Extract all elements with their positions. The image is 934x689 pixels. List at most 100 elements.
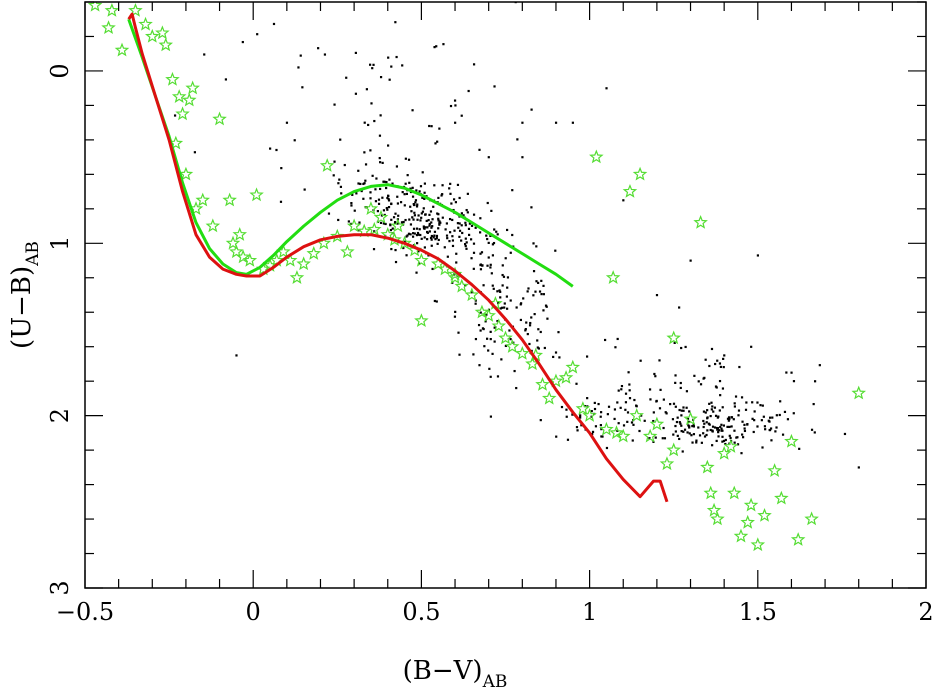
scatter-point [655,400,658,403]
scatter-point [378,134,382,137]
scatter-point [689,259,692,262]
scatter-point [420,212,423,215]
scatter-point [743,423,746,426]
scatter-point [430,221,433,224]
scatter-point [492,241,496,245]
scatter-point [624,401,628,404]
star-marker [87,2,103,12]
scatter-point [455,252,458,255]
scatter-point [354,92,358,95]
scatter-point [491,284,494,287]
scatter-point [743,429,747,433]
scatter-point [405,254,408,257]
scatter-point [458,196,461,200]
scatter-point [392,216,396,219]
scatter-point [437,238,440,242]
scatter-point [721,440,724,443]
scatter-point [464,237,467,240]
scatter-point [416,203,419,206]
star-marker [235,249,251,264]
star-marker [498,330,513,345]
star-marker [767,463,782,477]
scatter-point [487,349,490,352]
scatter-point [633,398,636,402]
scatter-point [818,364,821,367]
scatter-point [415,271,418,274]
scatter-point [485,234,488,237]
scatter-point [680,409,683,412]
scatter-point [493,228,496,231]
scatter-point [744,408,748,411]
scatter-point [628,383,631,386]
scatter-point [717,431,720,434]
scatter-point [362,182,365,186]
scatter-point [391,227,394,230]
scatter-point [448,239,451,243]
scatter-point [385,186,388,190]
scatter-point [601,435,604,438]
scatter-point [338,178,341,181]
star-marker [609,425,624,440]
scatter-point [460,114,463,117]
scatter-point [662,426,665,430]
scatter-point [600,428,603,431]
star-marker [175,106,190,121]
scatter-point [664,411,667,414]
scatter-point [716,416,719,419]
scatter-point [719,394,722,397]
star-marker [740,514,755,529]
scatter-point [378,156,381,160]
scatter-point [638,429,641,433]
scatter-point [600,435,603,438]
scatter-point [203,53,206,56]
scatter-point [364,163,368,166]
scatter-point [526,290,529,293]
scatter-point [605,446,609,450]
star-marker [723,439,739,453]
scatter-point [746,423,749,426]
scatter-point [715,426,719,430]
scatter-point [734,395,738,398]
scatter-point [484,320,487,323]
scatter-point [431,267,434,271]
scatter-point [535,245,538,248]
scatter-point [718,379,722,383]
scatter-point [437,219,440,222]
scatter-point [470,257,473,260]
scatter-point [798,447,801,450]
scatter-point [489,234,492,238]
scatter-point [388,78,391,81]
scatter-point [655,294,659,297]
scatter-point [722,366,725,369]
scatter-point [387,206,391,209]
plot-frame [84,1,927,589]
scatter-point [378,187,382,191]
scatter-point [422,225,425,228]
scatter-point [768,416,772,419]
scatter-point [710,408,713,411]
scatter-point [460,224,463,227]
scatter-point [509,299,512,302]
scatter-point [479,217,482,220]
scatter-point [751,401,754,404]
scatter-point [382,222,385,225]
scatter-point [708,364,711,368]
scatter-point [511,233,514,237]
scatter-point [558,356,561,359]
star-marker [703,485,718,500]
scatter-point [363,151,366,154]
scatter-point [727,419,730,422]
scatter-point [792,412,795,415]
scatter-point [453,229,456,232]
scatter-point [676,416,679,419]
scatter-point [437,213,440,216]
x-tick-label: 2 [918,598,933,626]
scatter-point [337,218,340,222]
scatter-point [511,189,514,192]
scatter-point [648,437,651,440]
scatter-point [620,384,624,388]
scatter-point [358,221,361,224]
scatter-point [709,428,712,432]
scatter-point [427,219,430,222]
scatter-point [525,321,528,324]
